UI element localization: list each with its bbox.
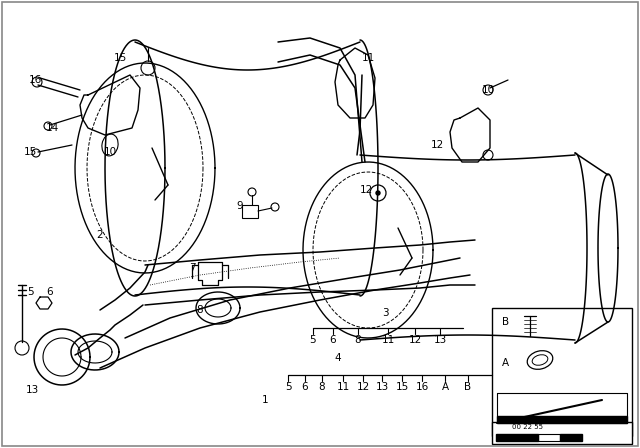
Bar	[492, 422, 632, 444]
Text: 12: 12	[356, 382, 370, 392]
Text: 15: 15	[24, 147, 37, 157]
Bar	[492, 308, 632, 436]
Bar	[497, 416, 627, 423]
Bar	[560, 434, 582, 441]
Text: 12: 12	[408, 335, 422, 345]
Bar	[242, 205, 258, 218]
Text: A: A	[442, 382, 449, 392]
Text: 13: 13	[26, 385, 38, 395]
Text: 5: 5	[285, 382, 291, 392]
Text: 11: 11	[337, 382, 349, 392]
Text: 11: 11	[362, 53, 374, 63]
Text: 14: 14	[45, 123, 59, 133]
Text: A: A	[502, 358, 509, 368]
Text: 6: 6	[330, 335, 336, 345]
Text: B: B	[502, 317, 509, 327]
Text: 2: 2	[97, 230, 103, 240]
Bar	[538, 434, 560, 441]
Text: 1: 1	[262, 395, 268, 405]
Text: 6: 6	[47, 287, 53, 297]
Text: 3: 3	[381, 308, 388, 318]
Text: 11: 11	[381, 335, 395, 345]
Text: 16: 16	[415, 382, 429, 392]
Text: 5: 5	[27, 287, 33, 297]
Text: 15: 15	[396, 382, 408, 392]
Text: 12: 12	[360, 185, 373, 195]
Text: 10: 10	[481, 85, 495, 95]
Text: 4: 4	[335, 353, 341, 363]
Text: 6: 6	[301, 382, 308, 392]
Text: 7: 7	[189, 263, 195, 273]
Text: 5: 5	[310, 335, 316, 345]
Text: 16: 16	[28, 75, 42, 85]
Text: 12: 12	[430, 140, 444, 150]
Text: 13: 13	[376, 382, 388, 392]
Text: 8: 8	[319, 382, 325, 392]
Text: 15: 15	[113, 53, 127, 63]
Text: 8: 8	[355, 335, 362, 345]
Text: 8: 8	[196, 305, 204, 315]
Text: B: B	[465, 382, 472, 392]
Bar	[496, 434, 538, 441]
Text: 10: 10	[104, 147, 116, 157]
Circle shape	[376, 191, 380, 195]
Text: 13: 13	[433, 335, 447, 345]
Text: 9: 9	[237, 201, 243, 211]
Text: 00 22 55: 00 22 55	[511, 424, 543, 430]
